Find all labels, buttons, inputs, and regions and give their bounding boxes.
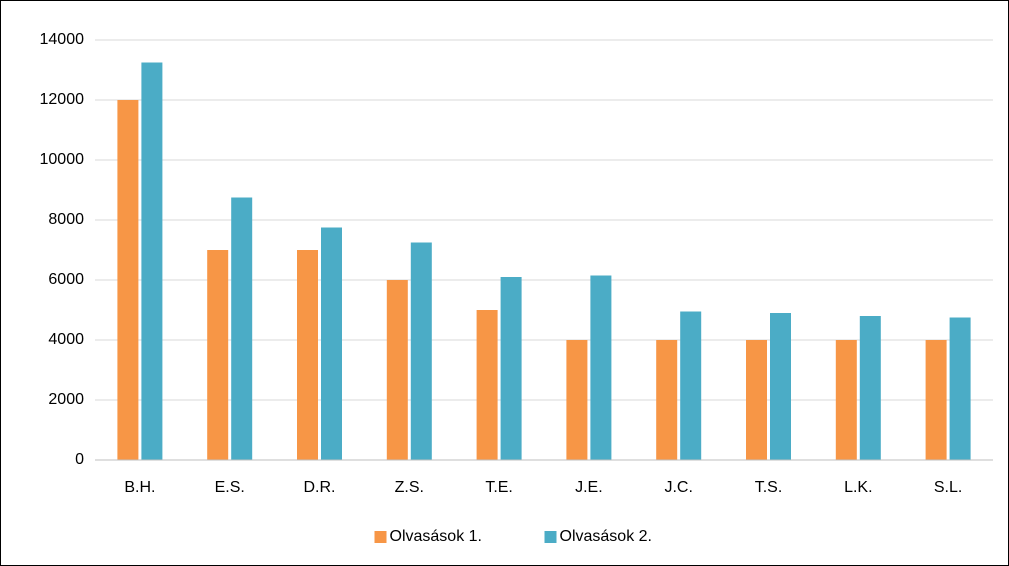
bar xyxy=(770,313,791,460)
legend-swatch xyxy=(544,531,557,543)
x-tick-label: T.E. xyxy=(485,479,513,496)
bar xyxy=(231,197,253,460)
y-tick-label: 4000 xyxy=(48,331,84,348)
x-tick-label: B.H. xyxy=(124,479,155,496)
bar xyxy=(386,280,408,460)
bar xyxy=(746,340,767,460)
x-tick-label: S.L. xyxy=(934,479,962,496)
y-tick-label: 2000 xyxy=(48,391,84,408)
y-tick-label: 12000 xyxy=(40,91,85,108)
legend-label: Olvasások 1. xyxy=(390,528,482,545)
x-tick-label: D.R. xyxy=(304,479,336,496)
legend-swatch xyxy=(374,531,387,543)
x-tick-label: T.S. xyxy=(755,479,783,496)
bar xyxy=(680,311,702,460)
x-tick-label: E.S. xyxy=(215,479,245,496)
x-tick-label: J.C. xyxy=(664,479,692,496)
y-tick-label: 6000 xyxy=(48,271,84,288)
bar xyxy=(859,316,881,460)
bar xyxy=(590,275,612,460)
bar xyxy=(500,277,522,460)
bar xyxy=(297,250,318,460)
y-tick-label: 0 xyxy=(75,451,84,468)
y-tick-label: 14000 xyxy=(40,31,85,48)
bar xyxy=(141,62,163,460)
bar xyxy=(321,227,342,460)
y-tick-label: 10000 xyxy=(40,151,85,168)
bar xyxy=(949,317,971,460)
y-tick-label: 8000 xyxy=(48,211,84,228)
x-tick-label: Z.S. xyxy=(395,479,424,496)
bar xyxy=(566,340,588,460)
bar xyxy=(117,100,139,460)
bar xyxy=(835,340,857,460)
bar xyxy=(476,310,498,460)
bar xyxy=(207,250,229,460)
bar xyxy=(656,340,678,460)
x-tick-label: L.K. xyxy=(844,479,872,496)
x-tick-label: J.E. xyxy=(575,479,603,496)
bar xyxy=(410,242,432,460)
legend-label: Olvasások 2. xyxy=(560,528,652,545)
bar xyxy=(925,340,947,460)
